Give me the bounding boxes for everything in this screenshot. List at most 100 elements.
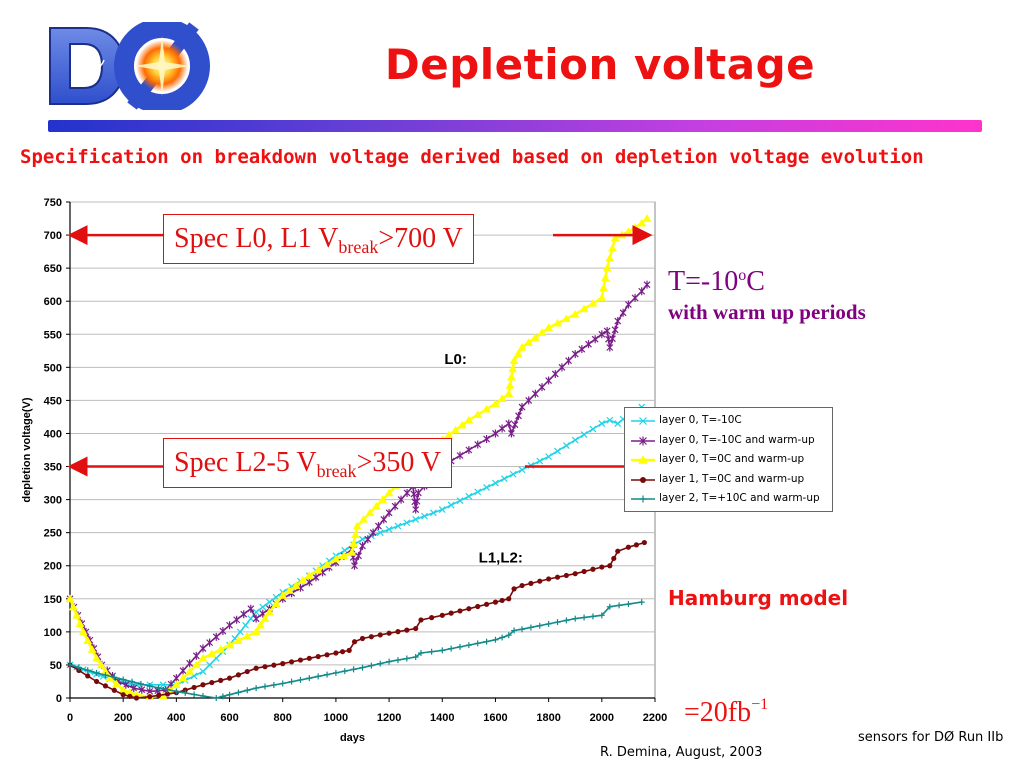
data-point <box>536 457 544 465</box>
data-point <box>414 488 422 497</box>
y-tick-label: 400 <box>44 428 62 440</box>
spec-l2-l5-box: Spec L2-5 Vbreak>350 V <box>163 438 453 488</box>
data-point <box>288 659 295 665</box>
data-point <box>253 665 259 671</box>
data-point <box>590 566 596 572</box>
data-point <box>600 273 610 282</box>
data-point <box>138 685 146 694</box>
data-point <box>580 431 588 438</box>
x-tick-label: 1600 <box>483 712 507 724</box>
data-point <box>456 497 464 505</box>
data-point <box>639 417 647 425</box>
data-point <box>199 693 206 700</box>
data-point <box>638 287 646 296</box>
hamburg-model-label: Hamburg model <box>668 586 849 610</box>
data-point <box>505 632 512 639</box>
spec-l2-l5-sub: break <box>316 461 357 481</box>
data-point <box>606 603 613 610</box>
data-point <box>439 612 445 618</box>
data-point <box>341 668 348 675</box>
data-point <box>605 253 615 262</box>
data-point <box>615 548 621 554</box>
data-point <box>315 653 321 660</box>
data-point <box>597 293 607 302</box>
data-point <box>226 675 233 681</box>
data-point <box>509 470 517 478</box>
data-point <box>278 590 288 599</box>
data-point <box>511 586 517 592</box>
data-point <box>68 602 78 611</box>
data-point <box>65 594 75 603</box>
data-point <box>322 560 332 568</box>
data-point <box>271 662 277 668</box>
luminosity-exponent: −1 <box>751 696 769 713</box>
data-point <box>483 638 490 645</box>
data-point <box>439 647 446 654</box>
data-point <box>171 680 181 689</box>
data-point <box>519 582 525 589</box>
x-tick-label: 1000 <box>324 712 348 724</box>
data-point <box>598 330 606 339</box>
data-point <box>111 687 117 693</box>
data-point <box>75 664 82 671</box>
data-point <box>236 628 244 636</box>
data-point <box>284 586 294 594</box>
luminosity-label: =20fb−1 <box>684 696 768 729</box>
data-point <box>611 325 619 334</box>
subtitle: Specification on breakdown voltage deriv… <box>20 146 924 168</box>
data-point <box>305 578 313 587</box>
data-point <box>164 686 171 693</box>
data-point <box>198 653 208 662</box>
data-point <box>378 495 388 503</box>
data-point <box>359 541 366 550</box>
data-point <box>492 636 499 643</box>
annotation-l0: L0: <box>444 351 467 368</box>
legend-item: layer 0, T=-10C and warm-up <box>625 432 832 450</box>
data-point <box>609 334 616 343</box>
data-point <box>85 673 91 679</box>
data-point <box>465 446 473 454</box>
data-point <box>130 684 138 693</box>
data-point <box>359 664 366 671</box>
y-tick-label: 300 <box>44 495 62 507</box>
data-point <box>403 488 411 497</box>
data-point <box>607 563 613 569</box>
x-tick-label: 1200 <box>377 712 401 724</box>
data-point <box>191 660 201 669</box>
data-point <box>364 535 372 544</box>
data-point <box>528 580 534 586</box>
data-point <box>438 506 446 513</box>
y-axis-label: depletion voltage(V) <box>21 397 33 502</box>
data-point <box>219 693 226 700</box>
data-point <box>192 651 200 660</box>
data-point <box>219 627 227 636</box>
data-point <box>206 661 214 669</box>
data-point <box>306 655 312 661</box>
data-point <box>377 632 383 638</box>
data-point <box>385 508 393 517</box>
data-point <box>447 501 455 509</box>
data-point <box>129 678 136 685</box>
data-point <box>120 676 127 683</box>
data-point <box>347 548 357 556</box>
data-point <box>531 389 539 398</box>
data-point <box>497 394 507 402</box>
data-point <box>606 416 614 424</box>
data-point <box>553 318 562 327</box>
data-point <box>581 568 587 575</box>
legend-label: layer 2, T=+10C and warm-up <box>659 492 820 504</box>
data-point <box>159 681 167 689</box>
series-5 <box>67 599 645 701</box>
data-point <box>351 639 358 645</box>
data-point <box>199 668 207 675</box>
data-point <box>508 364 518 373</box>
temperature-value: T=-10oC <box>668 266 866 298</box>
data-point <box>279 680 286 687</box>
x-tick-label: 1400 <box>430 712 454 724</box>
data-point <box>598 612 605 619</box>
data-point <box>614 317 622 326</box>
data-point <box>518 403 526 412</box>
legend-item: layer 2, T=+10C and warm-up <box>625 490 832 508</box>
data-point <box>492 599 499 605</box>
data-point <box>513 349 523 358</box>
